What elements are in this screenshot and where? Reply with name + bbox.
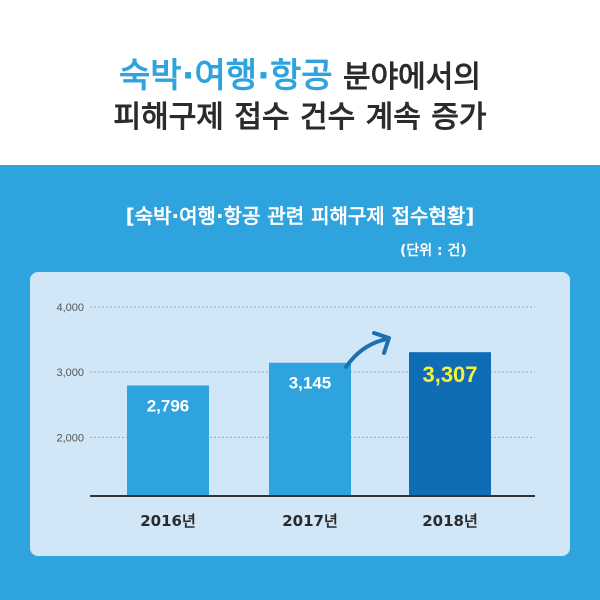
bar-value-label: 2,796 xyxy=(147,396,190,415)
headline-highlight: 숙박·여행·항공 xyxy=(119,56,333,96)
bar-value-label: 3,307 xyxy=(422,362,477,387)
headline-line1: 숙박·여행·항공 분야에서의 xyxy=(0,48,600,97)
bar xyxy=(127,385,209,496)
headline-line2: 피해구제 접수 건수 계속 증가 xyxy=(113,100,487,135)
x-tick-label: 2017년 xyxy=(282,512,338,530)
headline-rest: 분야에서의 xyxy=(332,60,481,95)
bar-value-label: 3,145 xyxy=(289,374,332,393)
y-tick-label: 3,000 xyxy=(56,367,84,379)
y-tick-label: 4,000 xyxy=(56,302,84,314)
bar xyxy=(409,352,491,496)
header: 숙박·여행·항공 분야에서의 피해구제 접수 건수 계속 증가 xyxy=(0,0,600,165)
chart-title: [숙박·여행·항공 관련 피해구제 접수현황] xyxy=(125,204,475,228)
y-tick-label: 2,000 xyxy=(56,432,84,444)
increase-arrow-icon xyxy=(344,337,389,369)
x-tick-label: 2018년 xyxy=(422,512,478,530)
bar xyxy=(269,362,351,496)
x-tick-label: 2016년 xyxy=(140,512,196,530)
unit-label: (단위 : 건) xyxy=(400,243,467,259)
arrowhead-icon xyxy=(372,331,391,355)
